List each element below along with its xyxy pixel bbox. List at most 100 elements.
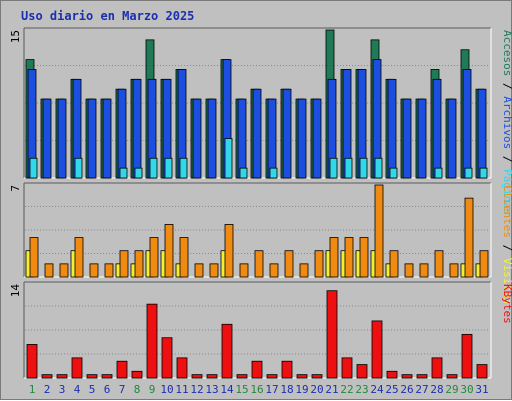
bar-archivos-day-26 <box>402 98 412 179</box>
bar-paginas-day-25 <box>389 167 398 179</box>
legend-entry: / <box>501 149 512 169</box>
bar-kbytes-day-14 <box>221 323 233 379</box>
legend-entry: Visitas <box>501 258 512 304</box>
bar-clientes-day-6 <box>104 263 114 278</box>
x-tick-day-15: 15 <box>235 383 248 396</box>
x-tick-day-29: 29 <box>445 383 458 396</box>
panel-top-ymax-label: 15 <box>9 30 22 43</box>
x-tick-day-22: 22 <box>340 383 353 396</box>
x-tick-day-11: 11 <box>175 383 188 396</box>
bar-archivos-day-29 <box>447 98 457 179</box>
bar-clientes-day-8 <box>134 250 144 278</box>
bar-clientes-day-22 <box>344 237 354 278</box>
x-tick-day-9: 9 <box>149 383 156 396</box>
x-tick-day-27: 27 <box>415 383 428 396</box>
bar-kbytes-day-28 <box>431 357 443 379</box>
bar-clientes-day-23 <box>359 237 369 278</box>
x-tick-day-28: 28 <box>430 383 443 396</box>
bar-archivos-day-6 <box>102 98 112 179</box>
x-tick-day-25: 25 <box>385 383 398 396</box>
bar-clientes-day-9 <box>149 237 159 278</box>
bar-clientes-day-21 <box>329 237 339 278</box>
bar-paginas-day-22 <box>344 157 353 179</box>
x-tick-day-10: 10 <box>160 383 173 396</box>
bar-paginas-day-8 <box>134 167 143 179</box>
bar-clientes-day-17 <box>269 263 279 278</box>
bar-clientes-day-25 <box>389 250 399 278</box>
x-tick-day-16: 16 <box>250 383 263 396</box>
bar-kbytes-day-8 <box>131 370 143 379</box>
bar-kbytes-day-6 <box>101 374 113 379</box>
bar-archivos-day-3 <box>57 98 67 179</box>
bar-paginas-day-24 <box>374 157 383 179</box>
bar-kbytes-day-11 <box>176 357 188 379</box>
bar-kbytes-day-13 <box>206 374 218 379</box>
bar-archivos-day-17 <box>267 98 277 179</box>
bar-archivos-day-19 <box>297 98 307 179</box>
bar-paginas-day-23 <box>359 157 368 179</box>
x-tick-day-18: 18 <box>280 383 293 396</box>
x-tick-day-5: 5 <box>89 383 96 396</box>
bar-kbytes-day-27 <box>416 374 428 379</box>
bar-kbytes-day-24 <box>371 320 383 379</box>
x-tick-day-13: 13 <box>205 383 218 396</box>
bar-clientes-day-28 <box>434 250 444 278</box>
panel-bottom-legend: KBytes <box>501 284 512 324</box>
bar-archivos-day-2 <box>42 98 52 179</box>
bar-kbytes-day-10 <box>161 337 173 379</box>
bar-kbytes-day-19 <box>296 374 308 379</box>
bar-clientes-day-15 <box>239 263 249 278</box>
bar-kbytes-day-29 <box>446 374 458 379</box>
x-tick-day-20: 20 <box>310 383 323 396</box>
x-tick-day-26: 26 <box>400 383 413 396</box>
bar-kbytes-day-15 <box>236 374 248 379</box>
bar-kbytes-day-3 <box>56 374 68 379</box>
bar-kbytes-day-26 <box>401 374 413 379</box>
legend-entry: Archivos <box>501 96 512 149</box>
x-tick-day-6: 6 <box>104 383 111 396</box>
bar-clientes-day-24 <box>374 184 384 278</box>
legend-entry: / <box>501 238 512 258</box>
bar-clientes-day-10 <box>164 224 174 278</box>
bar-kbytes-day-31 <box>476 364 488 379</box>
bar-paginas-day-30 <box>464 167 473 179</box>
bar-kbytes-day-9 <box>146 303 158 379</box>
legend-entry: Páginas <box>501 169 512 215</box>
bar-clientes-day-14 <box>224 224 234 278</box>
bar-archivos-day-16 <box>252 88 262 179</box>
legend-entry: / <box>501 76 512 96</box>
bar-kbytes-day-23 <box>356 364 368 379</box>
bar-clientes-day-7 <box>119 250 129 278</box>
bar-clientes-day-3 <box>59 263 69 278</box>
x-tick-day-8: 8 <box>134 383 141 396</box>
x-tick-day-7: 7 <box>119 383 126 396</box>
bar-paginas-day-31 <box>479 167 488 179</box>
bar-clientes-day-13 <box>209 263 219 278</box>
bar-clientes-day-30 <box>464 197 474 278</box>
bar-kbytes-day-4 <box>71 357 83 379</box>
bar-kbytes-day-21 <box>326 290 338 379</box>
legend-entry: KBytes <box>501 284 512 324</box>
bar-paginas-day-28 <box>434 167 443 179</box>
bar-kbytes-day-1 <box>26 344 38 379</box>
bar-archivos-day-25 <box>387 78 397 179</box>
panel-middle-legend: Clientes / Visitas <box>501 185 512 304</box>
bar-clientes-day-11 <box>179 237 189 278</box>
x-tick-day-4: 4 <box>74 383 81 396</box>
bar-kbytes-day-5 <box>86 374 98 379</box>
bar-paginas-day-17 <box>269 167 278 179</box>
bar-clientes-day-18 <box>284 250 294 278</box>
bar-clientes-day-31 <box>479 250 489 278</box>
bar-kbytes-day-12 <box>191 374 203 379</box>
bar-kbytes-day-18 <box>281 360 293 379</box>
panel-bottom-ymax-label: 14 <box>9 284 22 298</box>
bar-archivos-day-31 <box>477 88 487 179</box>
bar-archivos-day-18 <box>282 88 292 179</box>
bar-kbytes-day-16 <box>251 360 263 379</box>
x-tick-day-12: 12 <box>190 383 203 396</box>
x-tick-day-14: 14 <box>220 383 234 396</box>
x-tick-day-3: 3 <box>59 383 66 396</box>
bar-paginas-day-7 <box>119 167 128 179</box>
x-tick-day-23: 23 <box>355 383 368 396</box>
